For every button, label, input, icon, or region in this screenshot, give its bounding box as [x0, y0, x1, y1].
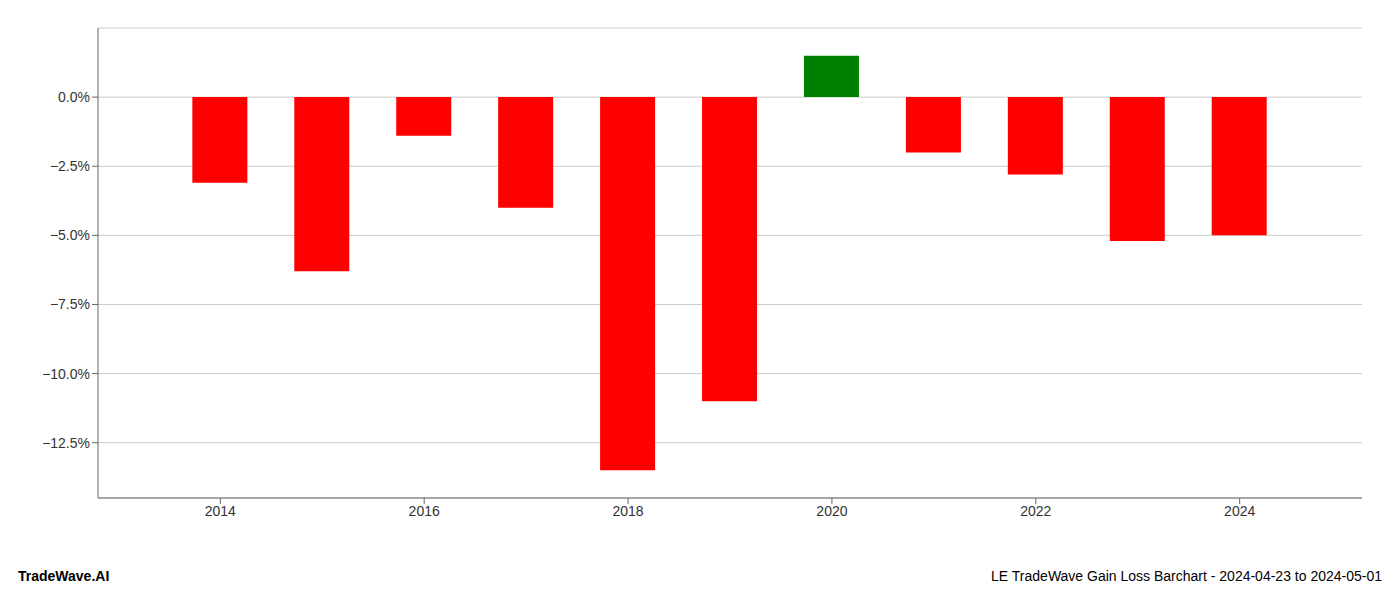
svg-text:0.0%: 0.0%	[58, 89, 90, 105]
html-text:LE TradeWave Gain Loss Barchar: LE TradeWave Gain Loss Barchart - 2024-0…	[991, 568, 1382, 584]
svg-text:2024: 2024	[1224, 503, 1255, 519]
svg-text:−5.0%: −5.0%	[50, 227, 90, 243]
svg-text:2018: 2018	[612, 503, 643, 519]
svg-text:2022: 2022	[1020, 503, 1051, 519]
svg-text:2020: 2020	[816, 503, 847, 519]
html-text:TradeWave.AI: TradeWave.AI	[18, 568, 110, 584]
svg-text:2016: 2016	[409, 503, 440, 519]
svg-text:−2.5%: −2.5%	[50, 158, 90, 174]
svg-text:2014: 2014	[205, 503, 236, 519]
svg-text:−12.5%: −12.5%	[42, 435, 90, 451]
svg-text:−7.5%: −7.5%	[50, 296, 90, 312]
svg-text:−10.0%: −10.0%	[42, 366, 90, 382]
